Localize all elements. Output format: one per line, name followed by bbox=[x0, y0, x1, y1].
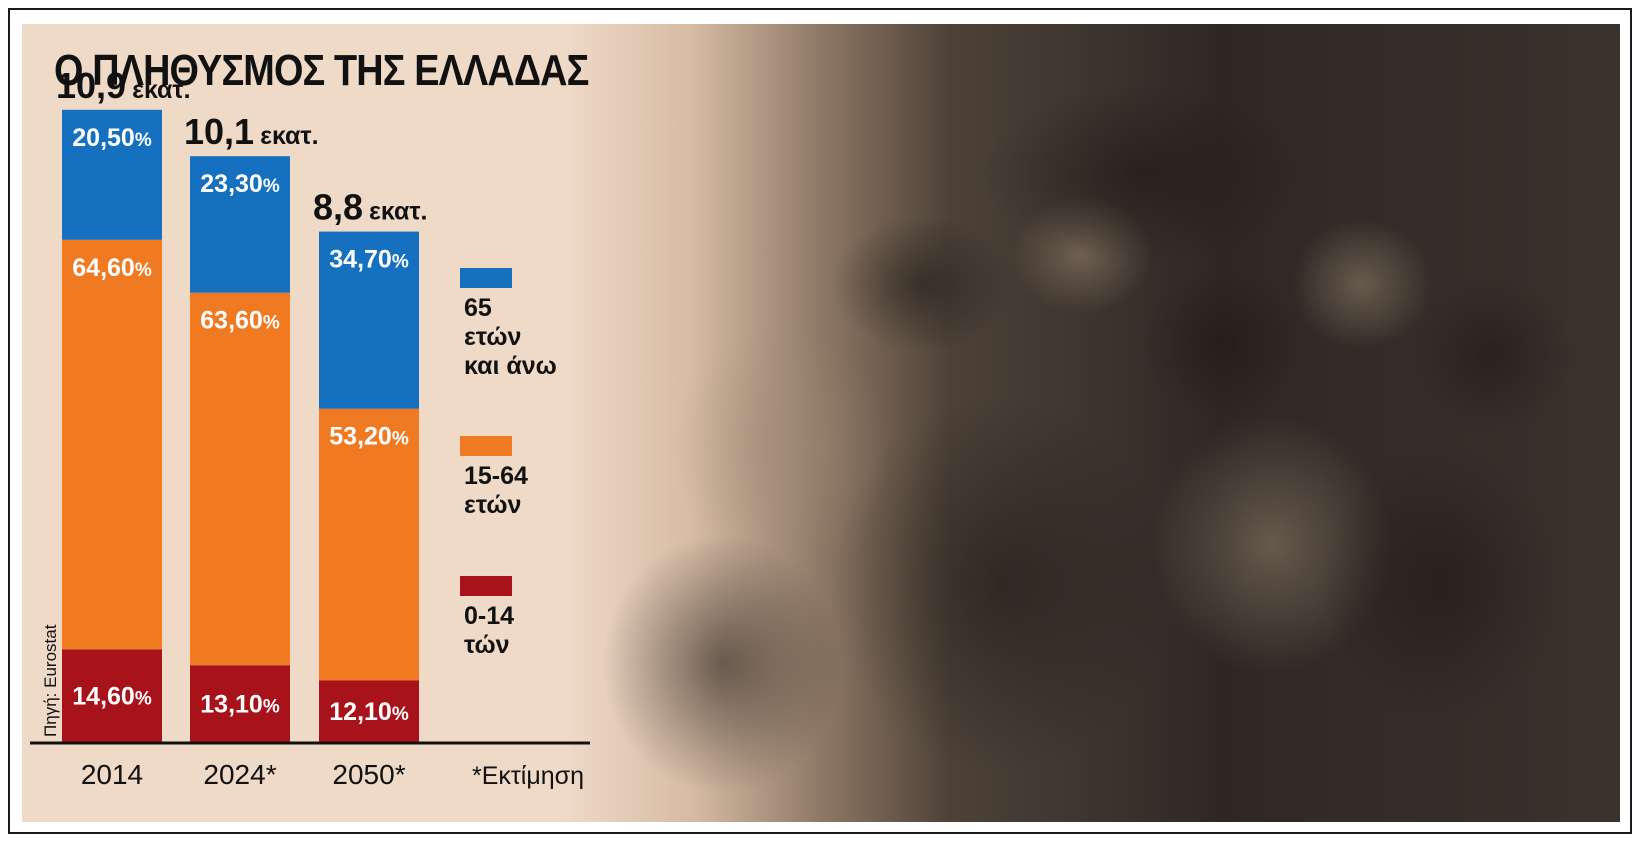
segment-label: 64,60% bbox=[72, 254, 152, 282]
total-unit: εκατ. bbox=[260, 122, 318, 150]
total-unit: εκατ. bbox=[369, 198, 427, 226]
bar-group-2014: 14,60%64,60%20,50% bbox=[62, 109, 162, 742]
footnote: *Εκτίμηση bbox=[472, 762, 584, 790]
total-value: 8,8 bbox=[313, 187, 363, 228]
segment-value: 23,30 bbox=[200, 170, 263, 198]
percent-sign: % bbox=[263, 313, 280, 334]
percent-sign: % bbox=[263, 697, 280, 718]
segment-value: 12,10 bbox=[329, 698, 392, 726]
bars-layer: 14,60%64,60%20,50%13,10%63,60%23,30%12,1… bbox=[62, 109, 419, 742]
legend-label: 15-64 bbox=[464, 462, 528, 490]
total-value: 10,9 bbox=[56, 65, 126, 106]
legend-label: τών bbox=[464, 631, 509, 659]
legend-label: και άνω bbox=[464, 352, 557, 380]
segment-label: 12,10% bbox=[329, 698, 409, 726]
percent-sign: % bbox=[135, 130, 152, 151]
total-label: 10,1 εκατ. bbox=[184, 111, 319, 152]
percent-sign: % bbox=[135, 689, 152, 710]
chart-panel: Ο ΠΛΗΘΥΣΜΟΣ ΤΗΣ ΕΛΛΑΔΑΣ 14,60% 64,60% 20,5… bbox=[22, 24, 1620, 822]
segment-value: 34,70 bbox=[329, 246, 392, 274]
bar-segment bbox=[62, 109, 162, 240]
bar-segment bbox=[190, 665, 290, 742]
bar-segment bbox=[62, 649, 162, 742]
segment-value: 64,60 bbox=[72, 254, 135, 282]
segment-value: 63,60 bbox=[200, 307, 263, 335]
bar-segment bbox=[319, 408, 419, 681]
legend-label: 65 bbox=[464, 294, 492, 322]
totals-layer: 10,9 εκατ.10,1 εκατ.8,8 εκατ. bbox=[56, 65, 428, 228]
legend-swatch bbox=[460, 576, 512, 596]
percent-sign: % bbox=[392, 252, 409, 273]
x-tick-label: 2014 bbox=[81, 759, 143, 790]
bar-segment bbox=[190, 292, 290, 666]
segment-label: 63,60% bbox=[200, 307, 280, 335]
percent-sign: % bbox=[263, 176, 280, 197]
bar-segment bbox=[190, 156, 290, 293]
segment-label: 13,10% bbox=[200, 691, 280, 719]
bar-group-2024: 13,10%63,60%23,30% bbox=[190, 156, 290, 742]
segment-value: 20,50 bbox=[72, 124, 135, 152]
total-label: 8,8 εκατ. bbox=[313, 187, 428, 228]
x-axis: 2014 2024* 2050* bbox=[81, 759, 406, 790]
total-label: 10,9 εκατ. bbox=[56, 65, 191, 106]
bar-segment bbox=[62, 239, 162, 650]
bar-segment bbox=[319, 231, 419, 409]
x-tick-label: 2050* bbox=[332, 759, 405, 790]
segment-label: 14,60% bbox=[72, 683, 152, 711]
segment-label: 23,30% bbox=[200, 170, 280, 198]
page-title: Ο ΠΛΗΘΥΣΜΟΣ ΤΗΣ ΕΛΛΑΔΑΣ bbox=[54, 46, 589, 95]
segment-label: 34,70% bbox=[329, 246, 409, 274]
segment-value: 14,60 bbox=[72, 683, 135, 711]
crowd-photo-background bbox=[602, 84, 1572, 794]
legend-label: ετών bbox=[464, 491, 521, 519]
segment-label: 20,50% bbox=[72, 124, 152, 152]
x-tick-label: 2024* bbox=[203, 759, 276, 790]
legend-swatch bbox=[460, 436, 512, 456]
legend-label: ετών bbox=[464, 323, 521, 351]
percent-sign: % bbox=[135, 260, 152, 281]
total-value: 10,1 bbox=[184, 111, 254, 152]
percent-sign: % bbox=[392, 429, 409, 450]
percent-sign: % bbox=[392, 704, 409, 725]
infographic-frame: Ο ΠΛΗΘΥΣΜΟΣ ΤΗΣ ΕΛΛΑΔΑΣ 14,60% 64,60% 20,5… bbox=[8, 8, 1632, 834]
bar-group-2050: 12,10%53,20%34,70% bbox=[319, 231, 419, 742]
segment-value: 13,10 bbox=[200, 691, 263, 719]
segment-label: 53,20% bbox=[329, 423, 409, 451]
bar-segment bbox=[319, 680, 419, 742]
segment-value: 53,20 bbox=[329, 423, 392, 451]
stacked-bar-chart: 14,60%64,60%20,50%13,10%63,60%23,30%12,1… bbox=[30, 65, 590, 790]
source-note: Πηγή: Eurostat bbox=[41, 624, 60, 737]
legend-label: 0-14 bbox=[464, 602, 514, 630]
legend-swatch bbox=[460, 268, 512, 288]
crowd-silhouettes bbox=[602, 84, 1572, 794]
total-unit: εκατ. bbox=[132, 76, 190, 104]
